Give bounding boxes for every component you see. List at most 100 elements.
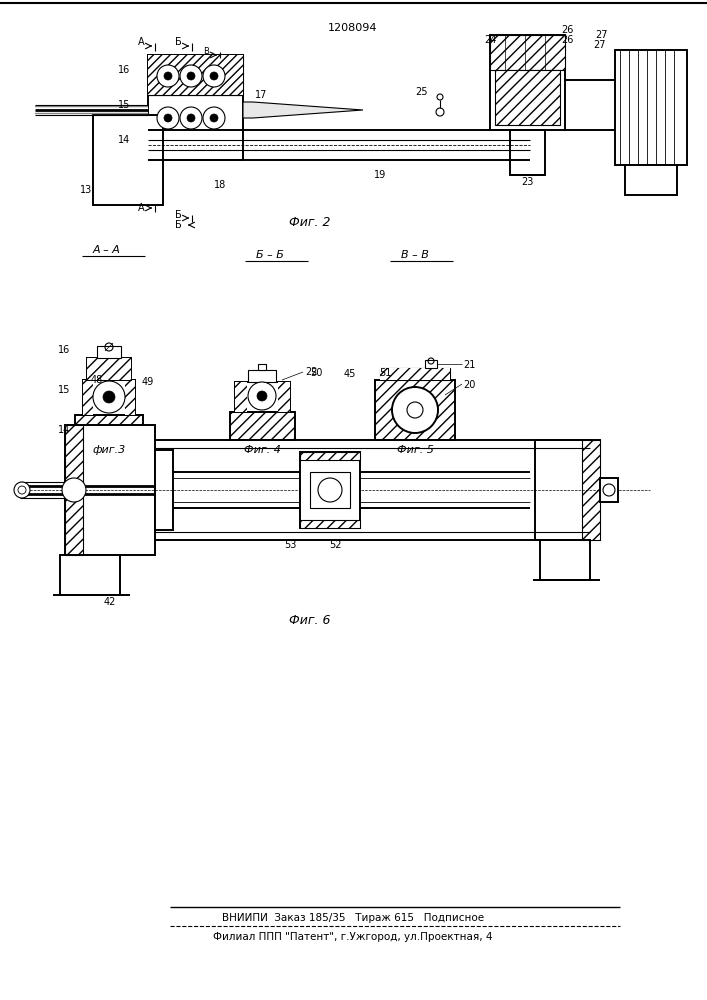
Text: В – В: В – В — [401, 250, 429, 260]
Text: Фиг. 4: Фиг. 4 — [244, 445, 281, 455]
Text: 15: 15 — [58, 385, 70, 395]
Circle shape — [157, 107, 179, 129]
Bar — [625, 165, 677, 195]
Text: 18: 18 — [214, 180, 226, 190]
Text: Филиал ППП "Патент", г.Ужгород, ул.Проектная, 4: Филиал ППП "Патент", г.Ужгород, ул.Проек… — [214, 932, 493, 942]
Bar — [278, 382, 290, 412]
Bar — [600, 478, 618, 502]
Bar — [148, 55, 243, 95]
Bar — [258, 364, 266, 370]
Bar — [300, 520, 360, 528]
Text: Фиг. 5: Фиг. 5 — [397, 445, 433, 455]
Bar — [490, 35, 565, 130]
Text: Б: Б — [175, 210, 182, 220]
Text: 19: 19 — [374, 170, 386, 180]
Text: 45: 45 — [344, 369, 356, 379]
Bar — [375, 380, 455, 440]
Circle shape — [164, 114, 172, 122]
Text: 48: 48 — [91, 375, 103, 385]
Text: А: А — [138, 203, 144, 213]
Bar — [535, 440, 600, 540]
Bar — [87, 358, 131, 380]
Circle shape — [187, 114, 195, 122]
Text: 26: 26 — [561, 25, 573, 35]
Circle shape — [164, 72, 172, 80]
Bar — [582, 440, 600, 540]
Bar — [510, 130, 545, 175]
Text: 27: 27 — [596, 30, 608, 40]
Text: А – А: А – А — [93, 245, 121, 255]
Circle shape — [248, 382, 276, 410]
Bar — [615, 50, 687, 165]
Bar — [248, 370, 276, 382]
Text: 50: 50 — [310, 368, 322, 378]
Bar — [60, 555, 120, 595]
Bar — [490, 35, 565, 70]
Circle shape — [187, 72, 195, 80]
Bar — [582, 440, 600, 540]
Bar — [65, 425, 83, 555]
Bar — [495, 70, 560, 125]
Text: 13: 13 — [80, 185, 92, 195]
Text: 1208094: 1208094 — [328, 23, 378, 33]
Circle shape — [437, 94, 443, 100]
Circle shape — [257, 391, 267, 401]
Bar — [75, 415, 143, 440]
Circle shape — [203, 65, 225, 87]
Bar — [87, 358, 131, 380]
Text: фиг.3: фиг.3 — [93, 445, 126, 455]
Circle shape — [14, 482, 30, 498]
Text: 21: 21 — [463, 360, 475, 370]
Text: Б: Б — [175, 37, 182, 47]
Text: В: В — [203, 47, 209, 56]
Bar — [125, 380, 135, 415]
Bar — [300, 452, 360, 528]
Bar — [83, 380, 135, 415]
Bar — [65, 425, 155, 555]
Circle shape — [62, 478, 86, 502]
Circle shape — [210, 72, 218, 80]
Circle shape — [103, 391, 115, 403]
Bar — [97, 346, 121, 358]
Text: Б: Б — [175, 220, 182, 230]
Bar — [540, 540, 590, 580]
Bar — [495, 70, 560, 125]
Text: ВНИИПИ  Заказ 185/35   Тираж 615   Подписное: ВНИИПИ Заказ 185/35 Тираж 615 Подписное — [222, 913, 484, 923]
Bar — [235, 382, 247, 412]
Text: 20: 20 — [463, 380, 475, 390]
Text: 22: 22 — [305, 367, 317, 377]
Circle shape — [157, 65, 179, 87]
Bar — [93, 115, 163, 205]
Text: 52: 52 — [329, 540, 341, 550]
Bar — [230, 412, 295, 440]
Text: 23: 23 — [521, 177, 533, 187]
Circle shape — [210, 114, 218, 122]
Circle shape — [180, 107, 202, 129]
Circle shape — [93, 381, 125, 413]
Text: 15: 15 — [117, 100, 130, 110]
Circle shape — [392, 387, 438, 433]
Bar — [300, 452, 360, 460]
Text: 53: 53 — [284, 540, 296, 550]
Text: 24: 24 — [484, 35, 496, 45]
Text: Фиг. 2: Фиг. 2 — [289, 216, 331, 229]
Bar — [235, 382, 290, 412]
Circle shape — [180, 65, 202, 87]
Bar — [310, 472, 350, 508]
Text: 26: 26 — [561, 35, 573, 45]
Text: Фиг. 6: Фиг. 6 — [289, 613, 331, 626]
Circle shape — [318, 478, 342, 502]
Bar — [148, 55, 243, 95]
Text: Б – Б: Б – Б — [256, 250, 284, 260]
Text: 14: 14 — [58, 425, 70, 435]
Text: А: А — [138, 37, 144, 47]
Text: 42: 42 — [104, 597, 116, 607]
Text: 14: 14 — [118, 135, 130, 145]
Text: 27: 27 — [594, 40, 606, 50]
Text: 49: 49 — [142, 377, 154, 387]
Bar — [65, 425, 83, 555]
Polygon shape — [243, 102, 363, 118]
Bar — [380, 368, 450, 380]
Text: 25: 25 — [416, 87, 428, 97]
Text: 51: 51 — [379, 368, 391, 378]
